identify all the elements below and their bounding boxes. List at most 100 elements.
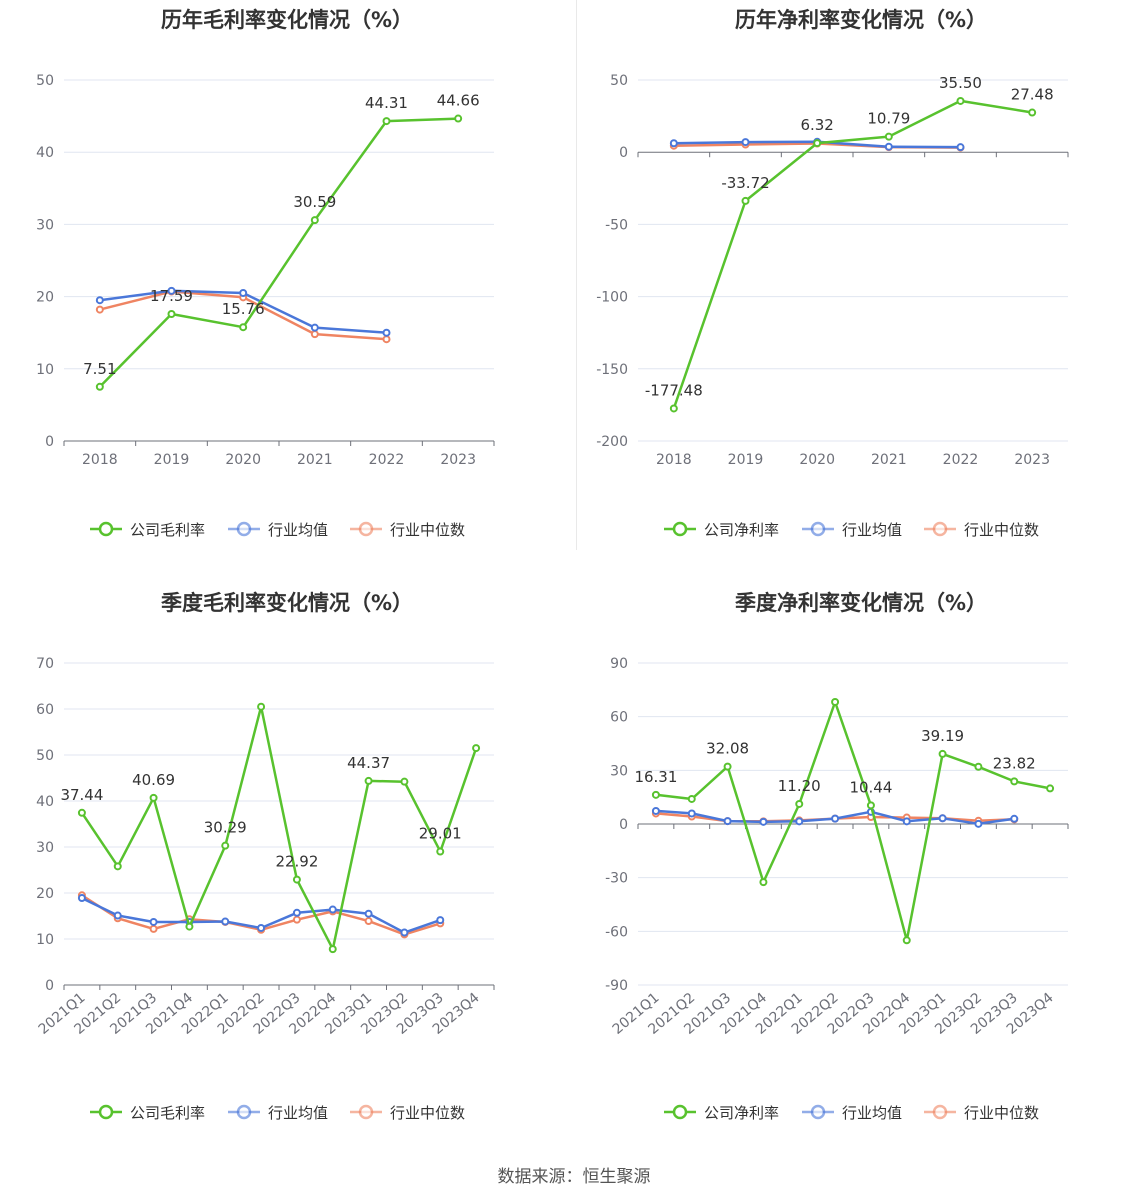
x-tick-label: 2020 <box>225 452 261 468</box>
x-tick-label: 2023 <box>1014 452 1050 468</box>
chart-panel-quarter-gross: 季度毛利率变化情况（%） 0 10 20 30 40 50 60 70 2021Q1 2021Q2… <box>0 583 574 1165</box>
chart-svg-quarter-gross: 0102030405060702021Q12021Q22021Q32021Q42… <box>36 656 495 1122</box>
chart-title: 历年毛利率变化情况（%） <box>160 8 414 32</box>
data-point <box>687 809 696 818</box>
y-tick-label: 60 <box>36 702 54 718</box>
y-tick-label: 50 <box>36 748 54 764</box>
data-point <box>149 793 158 802</box>
data-point <box>759 817 768 826</box>
data-label: 22.92 <box>275 853 318 871</box>
x-tick-label: 2021 <box>871 452 907 468</box>
legend-marker <box>810 521 826 537</box>
legend-label: 行业中位数 <box>964 521 1039 539</box>
data-point <box>795 817 804 826</box>
data-point <box>382 335 391 344</box>
data-point <box>113 862 122 871</box>
data-label: 37.44 <box>60 786 103 804</box>
legend-marker <box>98 1104 114 1120</box>
data-label: 11.20 <box>778 777 821 795</box>
legend-label: 行业均值 <box>268 521 328 539</box>
data-point <box>364 917 373 926</box>
data-point <box>436 916 445 925</box>
data-label: 17.59 <box>150 287 193 305</box>
y-tick-label: 50 <box>610 73 628 89</box>
data-point <box>974 762 983 771</box>
data-label: 27.48 <box>1011 86 1054 104</box>
data-point <box>723 762 732 771</box>
data-point <box>884 142 893 151</box>
data-point <box>741 138 750 147</box>
series-line <box>672 99 1033 409</box>
legend-label: 公司净利率 <box>704 1104 779 1122</box>
y-tick-label: 0 <box>619 145 628 161</box>
x-tick-label: 2019 <box>154 452 190 468</box>
chart-svg-quarter-net: -90-60-3003060902021Q12021Q22021Q32021Q4… <box>605 656 1069 1122</box>
data-point <box>400 928 409 937</box>
data-point <box>902 817 911 826</box>
legend-label: 公司毛利率 <box>130 521 205 539</box>
data-point <box>364 909 373 918</box>
legend-marker <box>932 521 948 537</box>
chart-panel-quarter-net: 季度净利率变化情况（%） -90 -60 -30 0 30 60 90 2021Q1 2021Q… <box>574 583 1148 1165</box>
data-label: 44.66 <box>437 92 480 110</box>
y-tick-label: 20 <box>36 886 54 902</box>
y-tick-label: 90 <box>610 656 628 672</box>
data-point <box>454 114 463 123</box>
data-point <box>831 697 840 706</box>
data-point <box>310 330 319 339</box>
y-tick-label: 20 <box>36 290 54 306</box>
data-label: 40.69 <box>132 771 175 789</box>
data-label: 44.31 <box>365 94 408 112</box>
y-tick-label: 10 <box>36 932 54 948</box>
legend-marker <box>810 1104 826 1120</box>
data-point <box>687 794 696 803</box>
data-point <box>902 936 911 945</box>
y-tick-label: 70 <box>36 656 54 672</box>
data-label: -33.72 <box>721 174 769 192</box>
x-tick-label: 2019 <box>728 452 764 468</box>
chart-panel-annual-net: 历年净利率变化情况（%） -200 -150 -100 -50 0 50 2018 2019 2… <box>574 0 1148 582</box>
legend-label: 行业均值 <box>268 1104 328 1122</box>
data-point <box>436 847 445 856</box>
legend-label: 行业中位数 <box>964 1104 1039 1122</box>
chart-title: 季度毛利率变化情况（%） <box>160 591 414 615</box>
data-point <box>759 878 768 887</box>
series-line <box>655 700 1051 942</box>
data-point <box>239 323 248 332</box>
data-point <box>669 139 678 148</box>
data-label: 7.51 <box>83 360 116 378</box>
data-point <box>95 305 104 314</box>
data-point <box>149 924 158 933</box>
data-point <box>723 817 732 826</box>
data-point <box>167 286 176 295</box>
data-label: 10.44 <box>849 778 892 796</box>
y-tick-label: 0 <box>45 434 54 450</box>
legend-marker <box>672 1104 688 1120</box>
data-point <box>884 132 893 141</box>
data-point <box>221 917 230 926</box>
y-tick-label: -200 <box>596 434 628 450</box>
legend-label: 行业中位数 <box>390 1104 465 1122</box>
data-point <box>651 806 660 815</box>
data-label: 23.82 <box>993 754 1036 772</box>
chart-title: 历年净利率变化情况（%） <box>734 8 988 32</box>
legend-marker <box>358 521 374 537</box>
data-point <box>310 323 319 332</box>
data-point <box>795 799 804 808</box>
data-point <box>292 915 301 924</box>
y-tick-label: -150 <box>596 362 628 378</box>
data-point <box>400 777 409 786</box>
data-point <box>866 801 875 810</box>
data-point <box>77 894 86 903</box>
x-tick-label: 2023 <box>440 452 476 468</box>
chart-svg-annual-net: -200 -150 -100 -50 0 50 2018 2019 2020 2021 2022 20… <box>596 73 1069 539</box>
x-tick-label: 2022 <box>369 452 405 468</box>
x-tick-label: 2020 <box>799 452 835 468</box>
data-label: 30.59 <box>293 193 336 211</box>
x-tick-label: 2018 <box>656 452 692 468</box>
data-point <box>831 814 840 823</box>
y-tick-label: 50 <box>36 73 54 89</box>
data-point <box>1046 784 1055 793</box>
y-tick-label: 0 <box>619 817 628 833</box>
y-tick-label: 30 <box>36 217 54 233</box>
